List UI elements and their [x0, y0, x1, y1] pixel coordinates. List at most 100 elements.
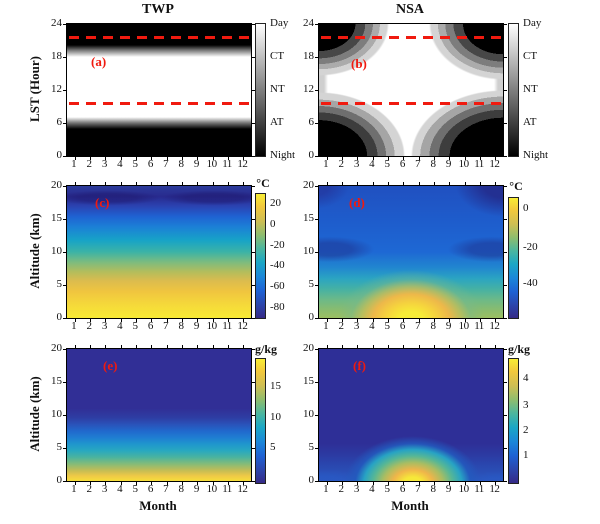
axis-tick-mark [388, 482, 389, 485]
colorbar-tick: 2 [523, 424, 529, 436]
x-tick-label: 10 [206, 483, 218, 495]
x-tick-label: 2 [338, 320, 345, 332]
panel-e-letter: (e) [103, 358, 118, 373]
axis-tick-mark [105, 319, 107, 322]
axis-tick-mark [252, 24, 255, 25]
colorbar-label-night: Night [270, 149, 296, 161]
axis-tick-mark [504, 382, 507, 383]
panel-a-heatmap-surface [67, 24, 251, 156]
y-ticks-hours-a: 24 18 12 6 0 [38, 17, 62, 161]
x-tick-label: 6 [399, 320, 406, 332]
colorbar-tick: -40 [523, 277, 538, 289]
colorbar-tick: 0 [270, 218, 276, 230]
y-tick-label: 24 [303, 17, 314, 29]
x-tick-label: 8 [178, 320, 185, 332]
x-tick-label: 12 [489, 483, 500, 495]
colorbar-tick: -80 [270, 301, 285, 313]
axis-tick-mark [372, 319, 374, 322]
axis-tick-mark [105, 482, 107, 485]
axis-tick-mark [252, 415, 255, 416]
colorbar-tick: 20 [270, 197, 281, 209]
colorbar-title-gkg-f: g/kg [507, 342, 530, 356]
axis-tick-mark [243, 345, 245, 348]
colorbar-tick: -20 [270, 239, 285, 251]
reference-line-0930 [69, 102, 249, 105]
x-tick-label: 9 [445, 158, 452, 170]
x-tick-label: 5 [384, 158, 391, 170]
axis-tick-mark [480, 319, 481, 322]
x-tick-label: 9 [445, 483, 452, 495]
axis-tick-mark [243, 482, 245, 485]
colorbar-temp-ticks-twp: 20 0 -20 -40 -60 -80 [266, 193, 302, 317]
panel-d-nsa-temperature-heatmap: (d) [315, 182, 507, 322]
axis-tick-mark [63, 382, 66, 383]
colorbar-humidity-ticks-twp: 15 10 5 [266, 358, 302, 482]
axis-tick-mark [252, 90, 255, 91]
y-tick-label: 10 [51, 245, 62, 257]
axis-tick-mark [197, 482, 199, 485]
axis-tick-mark [63, 252, 66, 253]
axis-tick-mark [151, 345, 153, 348]
axis-tick-mark [136, 482, 137, 485]
axis-tick-mark [63, 481, 66, 482]
axis-tick-mark [74, 482, 76, 485]
panel-c-twp-temperature-heatmap: (c) [63, 182, 255, 322]
axis-tick-mark [326, 482, 328, 485]
axis-tick-mark [504, 186, 507, 187]
x-tick-label: 12 [237, 320, 248, 332]
colorbar-humidity-ticks-nsa: 4 3 2 1 [519, 358, 555, 482]
colorbar-tick: 1 [523, 449, 529, 461]
axis-tick-mark [315, 57, 318, 58]
axis-tick-mark [315, 24, 318, 25]
x-tick-label: 8 [178, 483, 185, 495]
x-tick-label: 2 [86, 320, 93, 332]
colorbar-tick: 3 [523, 399, 529, 411]
colorbar-tick: 10 [270, 411, 281, 423]
panel-b-letter: (b) [351, 56, 367, 71]
axis-tick-mark [63, 349, 66, 350]
axis-tick-mark [63, 186, 66, 187]
axis-tick-mark [418, 182, 420, 185]
axis-tick-mark [315, 382, 318, 383]
axis-tick-mark [315, 156, 318, 157]
panel-f-nsa-humidity-heatmap: (f) [315, 345, 507, 485]
axis-tick-mark [228, 482, 229, 485]
x-tick-label: 1 [71, 320, 77, 332]
x-tick-label: 3 [101, 158, 108, 170]
x-tick-label: 1 [71, 158, 77, 170]
axis-tick-mark [63, 24, 66, 25]
colorbar-daynight-labels-nsa: Day CT NT AT Night [519, 17, 555, 161]
x-tick-label: 2 [86, 483, 93, 495]
axis-tick-mark [326, 345, 328, 348]
axis-tick-mark [63, 123, 66, 124]
x-ticks-months-a: 1 2 3 4 5 6 7 8 9 10 11 12 [66, 158, 250, 171]
axis-tick-mark [252, 57, 255, 58]
reference-line-2130 [321, 36, 501, 39]
axis-tick-mark [464, 319, 466, 322]
axis-tick-mark [495, 482, 497, 485]
y-ticks-altitude-d: 20 15 10 5 0 [290, 179, 314, 323]
colorbar-daynight-twp [255, 23, 266, 157]
axis-tick-mark [120, 182, 122, 185]
axis-tick-mark [403, 157, 405, 160]
x-tick-label: 9 [445, 320, 452, 332]
x-tick-label: 9 [193, 320, 200, 332]
axis-tick-mark [449, 345, 451, 348]
x-tick-label: 3 [101, 483, 108, 495]
axis-tick-mark [228, 157, 229, 160]
axis-tick-mark [504, 349, 507, 350]
axis-tick-mark [504, 156, 507, 157]
y-tick-label: 10 [51, 408, 62, 420]
axis-tick-mark [315, 318, 318, 319]
y-tick-label: 5 [56, 278, 63, 290]
y-tick-label: 20 [51, 179, 62, 191]
x-tick-label: 7 [163, 158, 169, 170]
x-tick-label: 7 [163, 483, 169, 495]
axis-tick-mark [449, 182, 451, 185]
axis-tick-mark [495, 319, 497, 322]
axis-tick-mark [197, 182, 199, 185]
colorbar-label-ct: CT [270, 50, 285, 62]
x-tick-label: 11 [222, 483, 232, 495]
axis-tick-mark [212, 182, 214, 185]
axis-tick-mark [151, 157, 153, 160]
